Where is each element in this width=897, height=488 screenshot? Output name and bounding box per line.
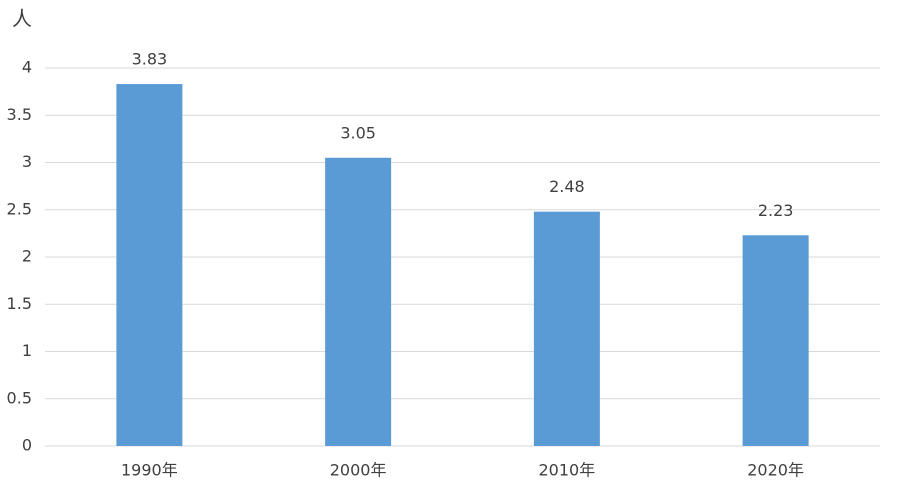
y-tick-label: 1.5 <box>7 294 32 313</box>
data-label: 3.05 <box>340 123 376 142</box>
x-tick-label: 2020年 <box>747 461 804 480</box>
y-tick-label: 3.5 <box>7 105 32 124</box>
x-tick-label: 2000年 <box>330 461 387 480</box>
y-tick-label: 2 <box>22 247 32 266</box>
bar <box>742 235 809 446</box>
y-tick-label: 1 <box>22 341 32 360</box>
bar <box>116 84 183 446</box>
bar <box>325 157 392 446</box>
bar <box>533 211 600 446</box>
y-axis-label: 人 <box>12 7 32 31</box>
data-label: 3.83 <box>132 50 168 69</box>
x-tick-label: 2010年 <box>539 461 596 480</box>
x-tick-label: 1990年 <box>121 461 178 480</box>
y-tick-label: 2.5 <box>7 199 32 218</box>
data-label: 2.48 <box>549 177 585 196</box>
y-tick-label: 0 <box>22 436 32 455</box>
y-tick-label: 3 <box>22 152 32 171</box>
y-tick-label: 4 <box>22 58 32 77</box>
y-tick-label: 0.5 <box>7 388 32 407</box>
data-label: 2.23 <box>758 201 794 220</box>
